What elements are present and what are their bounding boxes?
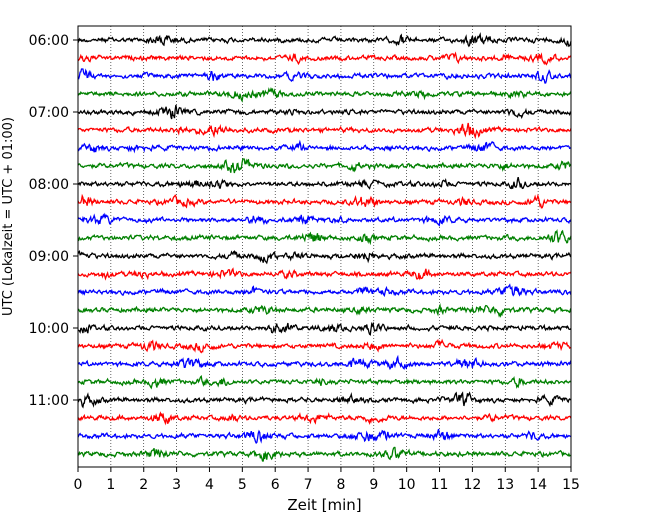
seismic-trace bbox=[77, 68, 572, 84]
seismic-trace bbox=[77, 338, 572, 354]
x-axis-label: Zeit [min] bbox=[287, 496, 361, 514]
x-tick-label: 8 bbox=[336, 477, 345, 493]
seismic-trace bbox=[77, 51, 572, 66]
seismic-trace bbox=[77, 411, 572, 426]
x-tick-label: 4 bbox=[205, 477, 214, 493]
x-tick-label: 7 bbox=[304, 477, 313, 493]
x-tick-label: 3 bbox=[172, 477, 181, 493]
seismic-trace bbox=[77, 193, 572, 209]
x-tick-label: 10 bbox=[398, 477, 416, 493]
x-tick-label: 2 bbox=[139, 477, 148, 493]
seismic-trace bbox=[77, 87, 572, 103]
seismic-trace bbox=[77, 249, 572, 265]
seismic-trace bbox=[77, 139, 572, 154]
seismic-trace bbox=[77, 267, 572, 281]
x-tick-label: 9 bbox=[369, 477, 378, 493]
x-tick-label: 12 bbox=[463, 477, 481, 493]
seismic-trace bbox=[77, 283, 572, 298]
seismic-trace bbox=[77, 122, 572, 140]
seismic-trace bbox=[77, 446, 572, 462]
x-axis-ticks: 0 1 2 3 4 5 6 7 8 9 10 11 12 13 14 15 bbox=[74, 467, 580, 493]
x-tick-label: 11 bbox=[431, 477, 449, 493]
seismic-trace bbox=[77, 176, 572, 190]
x-tick-label: 13 bbox=[496, 477, 514, 493]
x-tick-label: 14 bbox=[529, 477, 547, 493]
y-tick-label: 07:00 bbox=[29, 105, 69, 121]
seismic-trace bbox=[77, 158, 572, 174]
seismic-trace bbox=[77, 375, 572, 390]
x-tick-label: 6 bbox=[271, 477, 280, 493]
seismic-trace bbox=[77, 428, 572, 444]
seismic-trace bbox=[77, 302, 572, 318]
plot-frame bbox=[77, 25, 572, 468]
seismic-trace bbox=[77, 321, 572, 336]
seismic-trace bbox=[77, 104, 572, 120]
seismic-trace bbox=[77, 31, 572, 48]
y-tick-label: 06:00 bbox=[29, 33, 69, 49]
seismic-trace bbox=[77, 228, 572, 246]
x-tick-label: 1 bbox=[106, 477, 115, 493]
x-tick-label: 0 bbox=[74, 477, 83, 493]
x-tick-label: 5 bbox=[238, 477, 247, 493]
seismic-trace bbox=[77, 354, 572, 371]
y-tick-label: 08:00 bbox=[29, 177, 69, 193]
x-tick-label: 15 bbox=[562, 477, 580, 493]
y-tick-label: 11:00 bbox=[29, 393, 69, 409]
seismic-trace bbox=[77, 391, 572, 409]
y-axis-ticks: 06:00 07:00 08:00 09:00 10:00 11:00 bbox=[29, 33, 78, 409]
y-tick-label: 10:00 bbox=[29, 321, 69, 337]
seismic-traces bbox=[77, 31, 572, 462]
y-tick-label: 09:00 bbox=[29, 249, 69, 265]
y-axis-label: UTC (Lokalzeit = UTC + 01:00) bbox=[1, 117, 16, 316]
seismic-trace bbox=[77, 212, 572, 227]
